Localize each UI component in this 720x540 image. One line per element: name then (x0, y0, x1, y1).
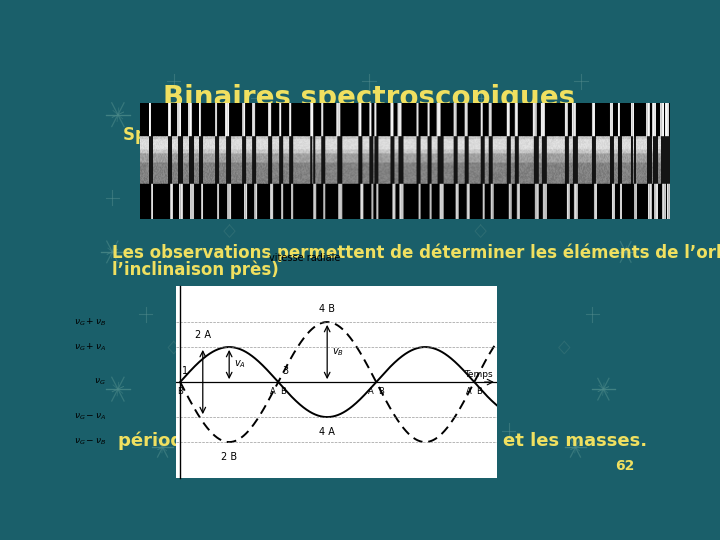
Text: Binaires spectroscopiques: Binaires spectroscopiques (163, 84, 575, 112)
Text: 2 A: 2 A (195, 330, 211, 340)
Text: période, demi-grand axe, ellipticité... et les masses.: période, demi-grand axe, ellipticité... … (118, 431, 647, 450)
Text: $\nu_G - \nu_B$: $\nu_G - \nu_B$ (73, 437, 106, 447)
Text: $\nu_G + \nu_B$: $\nu_G + \nu_B$ (73, 316, 106, 328)
Text: Temps: Temps (464, 370, 493, 379)
Text: B: B (477, 387, 482, 396)
Text: $v_A$: $v_A$ (234, 359, 246, 370)
Text: 62: 62 (615, 459, 634, 473)
Text: 3: 3 (282, 366, 288, 376)
Text: $\nu_G$: $\nu_G$ (94, 377, 106, 387)
Text: l’inclinaison près): l’inclinaison près) (112, 260, 279, 279)
Text: B: B (177, 387, 183, 396)
Text: 2 B: 2 B (221, 452, 237, 462)
Text: La lumière des astres: La lumière des astres (302, 460, 436, 473)
Text: B: B (379, 387, 384, 396)
Text: $v_B$: $v_B$ (332, 346, 343, 358)
Text: B: B (281, 387, 287, 396)
Text: $\nu_G - \nu_A$: $\nu_G - \nu_A$ (73, 412, 106, 422)
Text: A: A (270, 387, 276, 396)
Text: A: A (368, 387, 374, 396)
Text: 1: 1 (182, 366, 189, 376)
Text: A: A (466, 387, 472, 396)
Text: Les observations permettent de déterminer les éléments de l’orbite (au sinus  de: Les observations permettent de détermine… (112, 244, 720, 262)
Text: Spectre de 6 Arietis à deux moments de sa période: Spectre de 6 Arietis à deux moments de s… (124, 125, 605, 144)
Text: $\nu_G + \nu_A$: $\nu_G + \nu_A$ (73, 341, 106, 353)
Text: 4 A: 4 A (319, 427, 335, 437)
Text: vitesse radiale: vitesse radiale (269, 253, 341, 263)
Text: 4 B: 4 B (319, 303, 336, 314)
